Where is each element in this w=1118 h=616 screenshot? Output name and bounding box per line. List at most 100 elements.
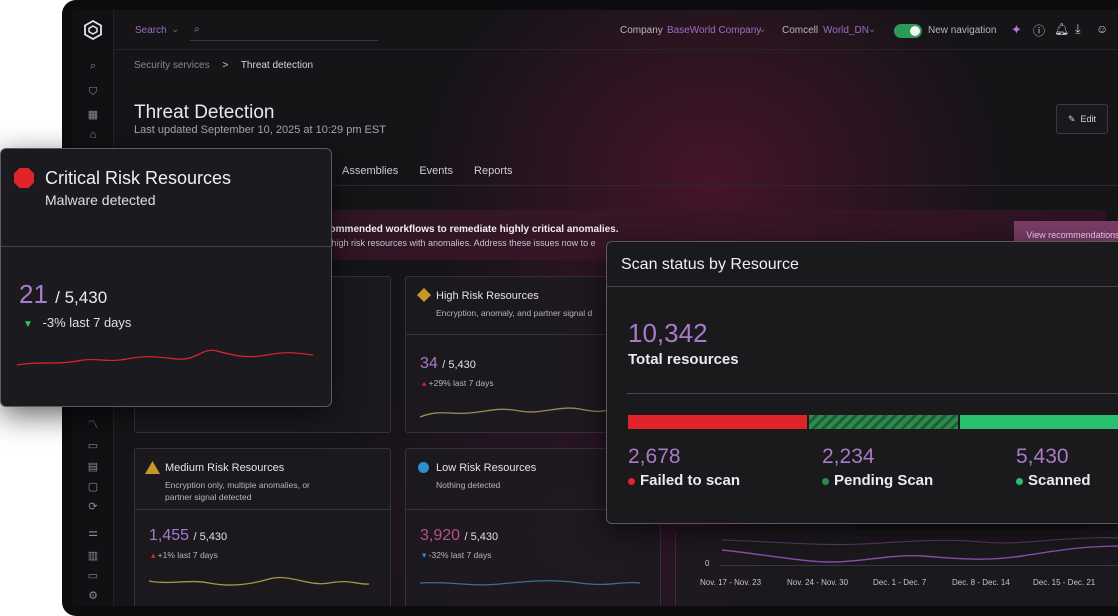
download-icon[interactable]: ⤓ — [1075, 21, 1081, 36]
pending-stat: 2,234 Pending Scan — [822, 445, 933, 489]
user-icon[interactable]: ☺ — [1096, 22, 1109, 36]
card-subtitle: Encryption, anomaly, and partner signal … — [436, 308, 593, 318]
card-trend-label: +1% last 7 days — [157, 550, 218, 560]
failed-value: 2,678 — [628, 445, 681, 468]
pending-value: 2,234 — [822, 445, 875, 468]
popup-subtitle: Malware detected — [45, 192, 156, 208]
shield-icon[interactable]: ⛉ — [88, 86, 98, 98]
trend-chart-lines — [722, 537, 1118, 563]
popup-divider — [607, 286, 1118, 287]
card-total: / 5,430 — [464, 531, 499, 543]
chevron-down-icon[interactable]: ⌄ — [171, 24, 180, 35]
card-total: / 5,430 — [442, 359, 476, 371]
popup-count: 21 — [19, 279, 48, 309]
chevron-down-icon[interactable]: ⌄ — [868, 24, 877, 35]
warning-diamond-icon — [417, 288, 431, 302]
red-dot-icon — [628, 477, 635, 485]
comcell-label: Comcell — [782, 25, 819, 36]
scan-status-bar — [628, 415, 1118, 429]
sliders-icon[interactable]: ⚌ — [88, 527, 98, 539]
page-title: Threat Detection — [134, 102, 275, 123]
app-logo-icon[interactable] — [83, 20, 103, 40]
card-title: High Risk Resources — [436, 290, 539, 302]
scanned-segment — [959, 415, 1118, 429]
card-subtitle: Encryption only, multiple anomalies, or … — [165, 480, 310, 502]
card-total: / 5,430 — [193, 531, 228, 543]
card-count: 1,455 — [149, 527, 190, 544]
tab-bar: Assemblies Events Reports — [342, 165, 531, 177]
breadcrumb-current: Threat detection — [240, 60, 314, 71]
total-resources-value: 10,342 — [628, 318, 708, 348]
pending-legend: Pending Scan — [822, 472, 933, 489]
new-navigation-toggle[interactable] — [894, 24, 922, 38]
refresh-icon[interactable]: ⟳ — [88, 501, 98, 513]
breadcrumb-separator-icon: > — [222, 60, 229, 71]
edit-button-label: Edit — [1080, 114, 1097, 124]
scan-status-popup[interactable]: Scan status by Resource 10,342 Total res… — [606, 241, 1118, 524]
company-label: Company — [620, 25, 663, 36]
search-input[interactable] — [190, 40, 378, 41]
scanned-stat: 5,430 Scanned — [1016, 445, 1091, 489]
building-icon[interactable]: ▥ — [87, 550, 99, 562]
critical-risk-popup[interactable]: Critical Risk Resources Malware detected… — [0, 148, 332, 407]
tab-events[interactable]: Events — [419, 165, 453, 177]
sparkline — [420, 580, 640, 586]
chart-x-label: Dec. 8 - Dec. 14 — [952, 578, 1010, 587]
warning-triangle-icon — [145, 461, 160, 474]
clipboard-icon[interactable]: ▤ — [87, 461, 99, 473]
pending-segment — [808, 415, 958, 429]
new-navigation-label: New navigation — [928, 25, 997, 36]
card-value: 1,455 / 5,430 — [149, 527, 227, 545]
chart-x-label: Nov. 24 - Nov. 30 — [787, 578, 849, 587]
briefcase-icon[interactable]: ▭ — [87, 440, 99, 452]
help-icon[interactable]: ⓘ — [1033, 24, 1046, 38]
chart-x-label: Dec. 15 - Dec. 21 — [1033, 578, 1096, 587]
edit-button[interactable]: ✎ Edit — [1056, 104, 1108, 134]
sparkline — [17, 349, 313, 366]
card-icon[interactable]: ▭ — [87, 570, 99, 582]
search-icon[interactable]: ⌕ — [89, 60, 97, 72]
popup-divider — [627, 393, 1118, 394]
alert-icon[interactable]: ▢ — [87, 481, 99, 493]
bright-green-dot-icon — [1016, 477, 1023, 485]
tab-divider — [134, 185, 1118, 186]
popup-title: Scan status by Resource — [621, 256, 799, 273]
banner-title: commended workflows to remediate highly … — [324, 224, 619, 235]
card-trend-label: +29% last 7 days — [428, 378, 494, 388]
failed-label: Failed to scan — [640, 472, 741, 489]
card-divider — [406, 509, 660, 510]
chart-baseline — [720, 565, 1118, 566]
search-label[interactable]: Search — [135, 25, 167, 36]
top-bar: Search ⌄ ⌕ Company BaseWorld Company ⌄ C… — [114, 10, 1118, 50]
card-value: 34 / 5,430 — [420, 355, 476, 373]
card-subtitle: Nothing detected — [436, 480, 501, 490]
company-select[interactable]: BaseWorld Company — [667, 25, 762, 36]
medium-risk-card[interactable]: Medium Risk Resources Encryption only, m… — [134, 448, 391, 606]
last-updated: Last updated September 10, 2025 at 10:29… — [134, 124, 386, 136]
popup-trend: ▼ -3% last 7 days — [23, 315, 131, 330]
chart-y-zero: 0 — [705, 559, 710, 568]
location-icon[interactable]: ⌂ — [89, 129, 97, 141]
card-count: 34 — [420, 355, 438, 372]
card-title: Low Risk Resources — [436, 462, 537, 474]
breadcrumb-parent[interactable]: Security services — [134, 60, 210, 71]
settings-icon[interactable]: ⚙ — [88, 590, 98, 602]
tab-reports[interactable]: Reports — [474, 165, 513, 177]
search-icon: ⌕ — [194, 24, 200, 35]
comcell-select[interactable]: World_DN — [823, 25, 869, 36]
chevron-down-icon[interactable]: ⌄ — [758, 24, 767, 35]
info-dot-icon — [418, 462, 429, 473]
tab-assemblies[interactable]: Assemblies — [342, 165, 399, 177]
chart-x-label: Dec. 1 - Dec. 7 — [873, 578, 927, 587]
analytics-icon[interactable]: 〽 — [87, 419, 99, 431]
sparkline — [149, 576, 369, 586]
card-divider — [406, 334, 660, 335]
card-value: 3,920 / 5,430 — [420, 527, 498, 545]
scanned-label: Scanned — [1028, 472, 1091, 489]
total-resources-label: Total resources — [628, 351, 739, 368]
card-title: Medium Risk Resources — [165, 462, 285, 474]
grid-icon[interactable]: ▦ — [87, 109, 99, 121]
bell-icon[interactable]: 🔔︎ — [1054, 22, 1070, 36]
sparkle-icon[interactable]: ✦ — [1011, 22, 1022, 37]
green-dot-icon — [822, 477, 829, 485]
